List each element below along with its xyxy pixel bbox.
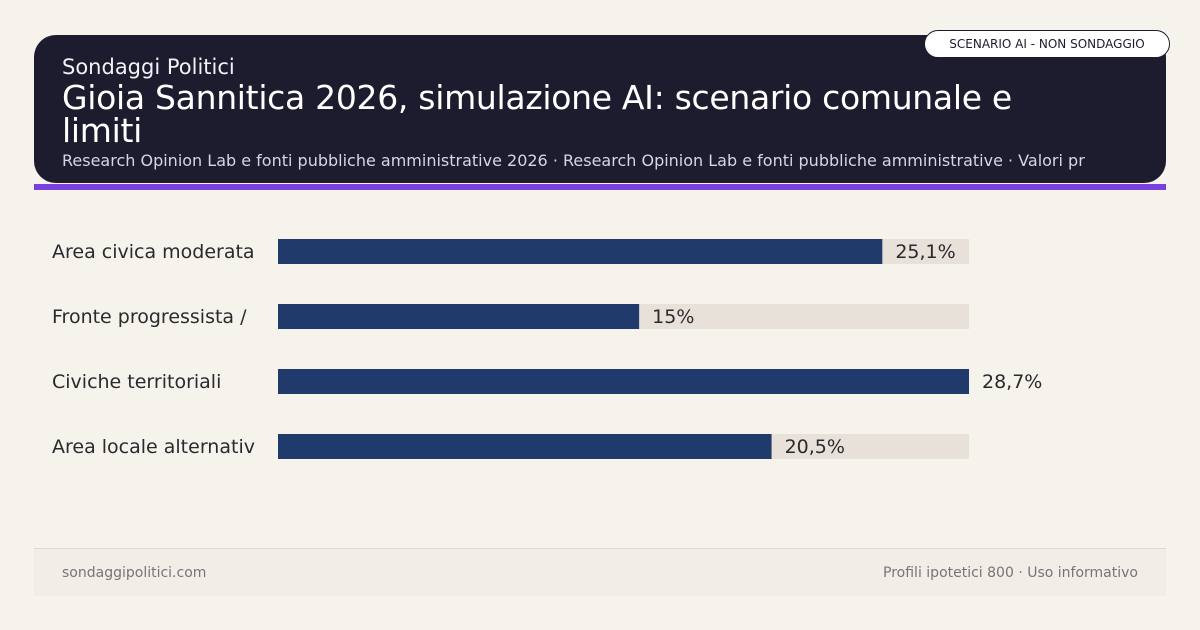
footer: sondaggipolitici.com Profili ipotetici 8… <box>34 548 1166 596</box>
footer-note: Profili ipotetici 800 · Uso informativo <box>883 564 1138 581</box>
accent-bar <box>34 184 1166 190</box>
bar <box>278 239 883 264</box>
source-subtitle: Research Opinion Lab e fonti pubbliche a… <box>62 151 1085 170</box>
bar <box>278 434 772 459</box>
category-label: Civiche territoriali <box>52 371 221 393</box>
value-label: 20,5% <box>785 436 845 458</box>
header-banner: Sondaggi Politici Gioia Sannitica 2026, … <box>34 35 1166 183</box>
footer-site-link[interactable]: sondaggipolitici.com <box>62 564 207 581</box>
category-label: Area civica moderata <box>52 241 255 263</box>
value-label: 25,1% <box>895 241 955 263</box>
scenario-badge: SCENARIO AI - NON SONDAGGIO <box>924 30 1170 58</box>
value-label: 28,7% <box>982 371 1042 393</box>
bar <box>278 369 969 394</box>
page-title: Gioia Sannitica 2026, simulazione AI: sc… <box>62 78 1012 150</box>
category-label: Fronte progressista / <box>52 306 247 328</box>
bar <box>278 304 640 329</box>
category-label: Area locale alternativ <box>52 436 255 458</box>
brand-name: Sondaggi Politici <box>62 55 235 79</box>
value-label: 15% <box>652 306 694 328</box>
